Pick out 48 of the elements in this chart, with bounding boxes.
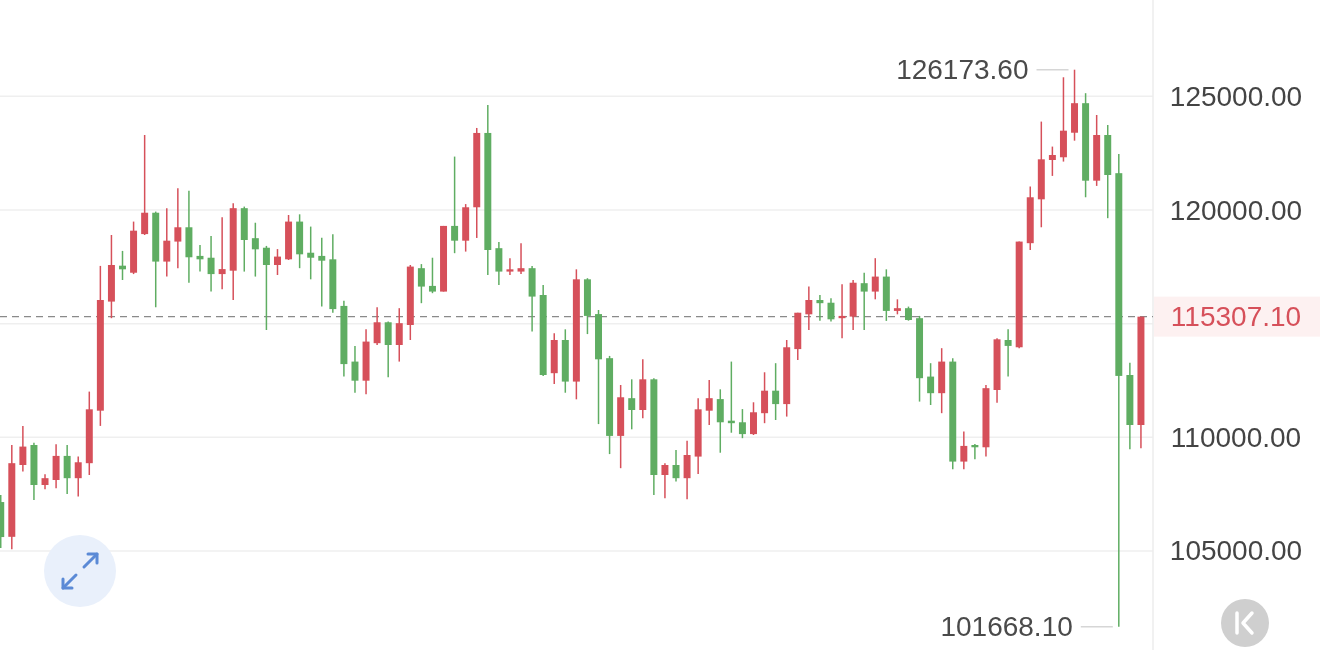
candlestick xyxy=(351,345,359,394)
candlestick xyxy=(927,362,935,406)
candlestick xyxy=(683,439,691,501)
candlestick xyxy=(761,371,769,424)
candlestick xyxy=(141,134,149,236)
ref-line-label: 115307.10 xyxy=(1170,301,1302,333)
candlestick xyxy=(1004,328,1012,378)
candlestick xyxy=(63,444,71,495)
y-tick-label: 110000.00 xyxy=(1170,421,1302,453)
candlestick xyxy=(19,425,27,473)
y-tick-label: 125000.00 xyxy=(1169,80,1303,112)
candlestick xyxy=(716,388,724,454)
candlestick xyxy=(395,307,403,363)
candlestick xyxy=(163,207,171,278)
candlestick xyxy=(705,379,713,426)
candlestick xyxy=(860,271,868,331)
candlestick xyxy=(251,221,259,278)
candlestick xyxy=(274,248,281,276)
candlestick xyxy=(871,257,879,301)
candlestick xyxy=(1048,145,1056,177)
candlestick xyxy=(218,216,226,291)
candlestick xyxy=(517,242,525,275)
candlestick xyxy=(262,245,270,331)
candlestick xyxy=(495,241,503,286)
candlestick xyxy=(750,401,757,436)
candlestick xyxy=(174,187,182,269)
candlestick xyxy=(318,236,326,308)
candlestick xyxy=(417,263,425,304)
candlestick xyxy=(384,320,392,379)
candlestick xyxy=(661,462,669,499)
y-tick-label: 120000.00 xyxy=(1169,194,1303,226)
candlestick xyxy=(207,235,215,293)
candlestick xyxy=(816,294,824,322)
candlestick xyxy=(772,362,780,421)
annotation: 101668.10 xyxy=(940,611,1073,643)
candlestick xyxy=(307,225,315,281)
candlestick xyxy=(428,256,436,294)
candlestick xyxy=(960,430,968,471)
y-tick-label: 105000.00 xyxy=(1169,535,1303,567)
candlestick xyxy=(738,408,746,439)
candlestick xyxy=(74,455,82,498)
candlestick xyxy=(805,285,813,331)
candlestick xyxy=(628,378,636,431)
candlestick xyxy=(451,155,459,254)
candlestick xyxy=(506,257,514,276)
annotation: 126173.60 xyxy=(896,54,1029,86)
candlestick xyxy=(827,297,835,323)
candlestick xyxy=(373,306,381,346)
